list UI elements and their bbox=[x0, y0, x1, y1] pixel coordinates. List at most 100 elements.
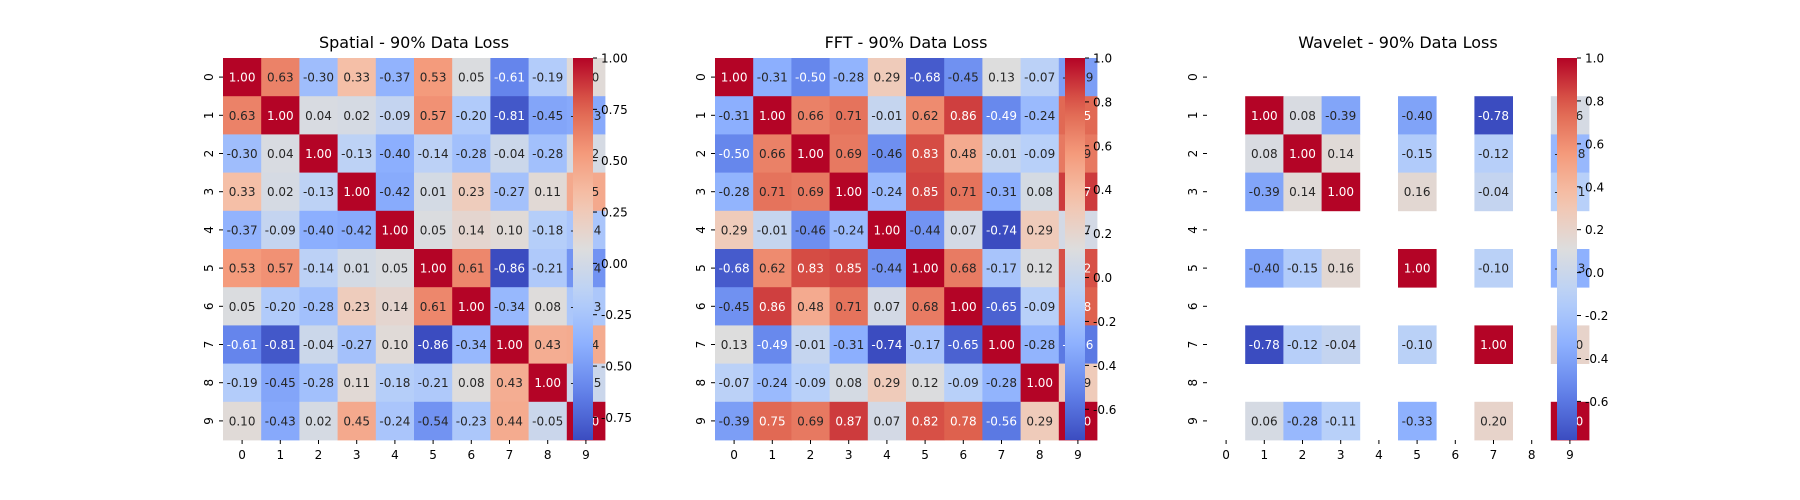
heatmap-cell bbox=[528, 58, 568, 97]
y-tick-label: 2 bbox=[694, 150, 708, 158]
cell-value-label: -0.50 bbox=[719, 147, 750, 161]
cell-value-label: -0.46 bbox=[871, 147, 902, 161]
heatmap-cell bbox=[715, 249, 754, 288]
heatmap-cell bbox=[982, 401, 1021, 441]
colorbar-tick-label: -0.4 bbox=[1585, 352, 1608, 366]
cell-value-label: 0.04 bbox=[267, 147, 294, 161]
heatmap-cell bbox=[223, 401, 262, 441]
cell-value-label: -0.14 bbox=[418, 147, 449, 161]
heatmap-cell bbox=[829, 58, 869, 97]
cell-value-label: 0.14 bbox=[1327, 147, 1354, 161]
cell-value-label: 0.10 bbox=[382, 338, 409, 352]
cell-value-label: 0.43 bbox=[496, 376, 523, 390]
heatmap-cell bbox=[1245, 325, 1284, 364]
heatmap-cell bbox=[452, 210, 491, 250]
cell-value-label: 0.16 bbox=[1404, 185, 1431, 199]
heatmap-cell bbox=[867, 363, 907, 403]
heatmap-cell bbox=[1245, 249, 1284, 288]
cell-value-label: 0.61 bbox=[420, 300, 447, 314]
cell-value-label: 1.00 bbox=[229, 71, 256, 85]
cell-value-label: 0.63 bbox=[229, 109, 256, 123]
heatmap-cell bbox=[337, 134, 377, 173]
heatmap-cell bbox=[1245, 96, 1284, 135]
cell-value-label: 0.23 bbox=[343, 300, 370, 314]
heatmap-cell bbox=[944, 58, 983, 97]
cell-value-label: 0.69 bbox=[797, 185, 824, 199]
cell-value-label: -0.15 bbox=[1402, 147, 1433, 161]
cell-value-label: 0.08 bbox=[835, 376, 862, 390]
heatmap-cell bbox=[1398, 401, 1437, 441]
heatmap-cell bbox=[223, 210, 262, 250]
cell-value-label: 0.83 bbox=[912, 147, 939, 161]
heatmap-cell bbox=[452, 96, 491, 135]
y-tick-label: 9 bbox=[694, 417, 708, 425]
heatmap-cell bbox=[337, 401, 377, 441]
heatmap-cell bbox=[299, 249, 338, 288]
heatmap-cell bbox=[1020, 249, 1060, 288]
heatmap-cell bbox=[1321, 134, 1361, 173]
cell-value-label: 0.06 bbox=[1251, 414, 1278, 428]
cell-value-label: 1.00 bbox=[534, 376, 561, 390]
heatmap-cell bbox=[528, 210, 568, 250]
cell-value-label: -0.40 bbox=[1249, 262, 1280, 276]
x-tick-label: 8 bbox=[1036, 448, 1044, 462]
heatmap-cell bbox=[829, 325, 869, 364]
cell-value-label: 0.48 bbox=[797, 300, 824, 314]
heatmap-cell bbox=[223, 58, 262, 97]
cell-value-label: -0.44 bbox=[910, 223, 941, 237]
cell-value-label: -0.12 bbox=[1478, 147, 1509, 161]
heatmap-cell bbox=[753, 325, 792, 364]
cell-value-label: 0.29 bbox=[1026, 223, 1053, 237]
cell-value-label: 0.14 bbox=[382, 300, 409, 314]
heatmap-cell bbox=[261, 58, 300, 97]
cell-value-label: -0.81 bbox=[265, 338, 296, 352]
heatmap-cell bbox=[715, 58, 754, 97]
x-tick-label: 5 bbox=[1413, 448, 1421, 462]
cell-value-label: -0.28 bbox=[986, 376, 1017, 390]
colorbar-tick-label: 0.2 bbox=[1585, 223, 1604, 237]
heatmap-cell bbox=[829, 363, 869, 403]
colorbar-tick-label: 1.00 bbox=[601, 52, 628, 66]
cell-value-label: 0.87 bbox=[835, 414, 862, 428]
cell-value-label: 0.29 bbox=[1026, 414, 1053, 428]
heatmap-cell bbox=[1321, 96, 1361, 135]
x-tick-label: 1 bbox=[276, 448, 284, 462]
cell-value-label: -0.74 bbox=[986, 223, 1017, 237]
heatmap-cell bbox=[337, 96, 377, 135]
cell-value-label: 1.00 bbox=[759, 109, 786, 123]
cell-value-label: -0.09 bbox=[265, 223, 296, 237]
cell-value-label: 1.00 bbox=[420, 262, 447, 276]
heatmap-cell bbox=[944, 210, 983, 250]
colorbar-tick-label: 0.0 bbox=[1093, 271, 1112, 285]
cell-value-label: -0.15 bbox=[1287, 262, 1318, 276]
cell-value-label: 0.11 bbox=[534, 185, 561, 199]
heatmap-cell bbox=[528, 172, 568, 212]
heatmap-cell bbox=[791, 363, 830, 403]
cell-value-label: 0.13 bbox=[721, 338, 748, 352]
cell-value-label: 0.23 bbox=[458, 185, 485, 199]
heatmap-cell bbox=[753, 210, 792, 250]
cell-value-label: 0.13 bbox=[988, 71, 1015, 85]
heatmap-cell bbox=[490, 58, 529, 97]
cell-value-label: -0.24 bbox=[833, 223, 864, 237]
cell-value-label: 1.00 bbox=[835, 185, 862, 199]
y-tick-label: 4 bbox=[1186, 226, 1200, 234]
y-tick-label: 0 bbox=[1186, 73, 1200, 81]
y-tick-label: 8 bbox=[1186, 379, 1200, 387]
x-tick-label: 4 bbox=[391, 448, 399, 462]
heatmap-cell bbox=[982, 287, 1021, 326]
cell-value-label: -0.14 bbox=[303, 262, 334, 276]
cell-value-label: -0.28 bbox=[303, 300, 334, 314]
x-tick-label: 4 bbox=[883, 448, 891, 462]
heatmap-cell bbox=[414, 172, 453, 212]
heatmap-cell bbox=[223, 325, 262, 364]
cell-value-label: -0.34 bbox=[494, 300, 525, 314]
heatmap-cell bbox=[1398, 134, 1437, 173]
heatmap-cell bbox=[1020, 363, 1060, 403]
cell-value-label: -0.49 bbox=[986, 109, 1017, 123]
cell-value-label: -0.28 bbox=[1024, 338, 1055, 352]
x-tick-label: 7 bbox=[998, 448, 1006, 462]
heatmap-cell bbox=[1283, 172, 1322, 212]
